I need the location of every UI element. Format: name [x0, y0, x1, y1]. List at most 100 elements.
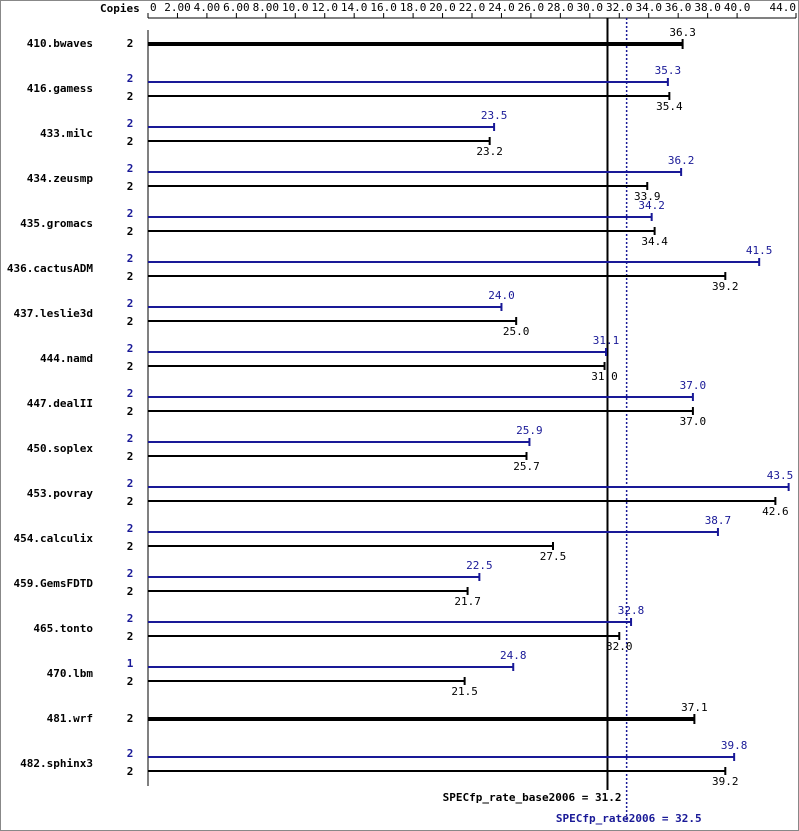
- value-label: 32.8: [618, 604, 645, 617]
- reference-label-text: SPECfp_rate_base2006 =: [443, 791, 595, 804]
- value-label: 25.0: [503, 325, 530, 338]
- x-tick-label: 24.0: [488, 1, 515, 14]
- value-label: 39.2: [712, 280, 739, 293]
- copies: 2: [127, 207, 134, 220]
- copies: 2: [127, 90, 134, 103]
- reference-label: SPECfp_rate_base2006 = 31.2: [443, 791, 622, 804]
- x-tick-label: 0: [150, 1, 157, 14]
- copies: 2: [127, 252, 134, 265]
- benchmark-label: 470.lbm: [47, 667, 94, 680]
- value-label: 35.3: [655, 64, 682, 77]
- value-label: 34.4: [641, 235, 668, 248]
- value-label: 23.2: [476, 145, 503, 158]
- copies: 2: [127, 612, 134, 625]
- copies: 2: [127, 432, 134, 445]
- benchmark-label: 459.GemsFDTD: [14, 577, 94, 590]
- x-tick-label: 20.0: [429, 1, 456, 14]
- x-tick-label: 18.0: [400, 1, 427, 14]
- value-label: 25.9: [516, 424, 543, 437]
- benchmark-label: 447.dealII: [27, 397, 93, 410]
- benchmark-label: 416.gamess: [27, 82, 93, 95]
- copies: 2: [127, 567, 134, 580]
- value-label: 33.9: [634, 190, 661, 203]
- copies: 2: [127, 297, 134, 310]
- copies: 2: [127, 495, 134, 508]
- value-label: 23.5: [481, 109, 508, 122]
- value-label: 37.0: [680, 415, 707, 428]
- copies: 2: [127, 477, 134, 490]
- copies: 2: [127, 675, 134, 688]
- copies: 2: [127, 540, 134, 553]
- x-tick-label: 32.0: [606, 1, 633, 14]
- value-label: 32.0: [606, 640, 633, 653]
- x-tick-label: 34.0: [635, 1, 662, 14]
- copies: 2: [127, 387, 134, 400]
- copies: 2: [127, 342, 134, 355]
- value-label: 35.4: [656, 100, 683, 113]
- copies: 2: [127, 117, 134, 130]
- value-label: 38.7: [705, 514, 732, 527]
- value-label: 37.1: [681, 701, 708, 714]
- copies: 2: [127, 162, 134, 175]
- value-label: 21.7: [454, 595, 481, 608]
- benchmark-label: 481.wrf: [47, 712, 93, 725]
- benchmark-label: 454.calculix: [14, 532, 94, 545]
- x-tick-label: 44.0: [770, 1, 797, 14]
- benchmark-label: 436.cactusADM: [7, 262, 93, 275]
- copies: 2: [127, 180, 134, 193]
- value-label: 39.2: [712, 775, 739, 788]
- copies: 2: [127, 747, 134, 760]
- reference-label-value: 32.5: [675, 812, 702, 825]
- x-tick-label: 14.0: [341, 1, 368, 14]
- benchmark-label: 453.povray: [27, 487, 94, 500]
- value-label: 25.7: [513, 460, 540, 473]
- copies: 2: [127, 315, 134, 328]
- copies: 2: [127, 585, 134, 598]
- benchmark-label: 435.gromacs: [20, 217, 93, 230]
- benchmark-label: 450.soplex: [27, 442, 94, 455]
- value-label: 34.2: [638, 199, 665, 212]
- x-tick-label: 30.0: [577, 1, 604, 14]
- x-tick-label: 28.0: [547, 1, 574, 14]
- benchmark-label: 444.namd: [40, 352, 93, 365]
- value-label: 42.6: [762, 505, 789, 518]
- value-label: 22.5: [466, 559, 493, 572]
- reference-label-text: SPECfp_rate2006 =: [556, 812, 675, 825]
- copies: 2: [127, 522, 134, 535]
- benchmark-label: 433.milc: [40, 127, 93, 140]
- copies: 2: [127, 225, 134, 238]
- x-tick-label: 10.0: [282, 1, 309, 14]
- copies: 2: [127, 37, 134, 50]
- copies: 2: [127, 450, 134, 463]
- x-tick-label: 12.0: [311, 1, 338, 14]
- value-label: 27.5: [540, 550, 567, 563]
- value-label: 37.0: [680, 379, 707, 392]
- value-label: 36.2: [668, 154, 695, 167]
- value-label: 41.5: [746, 244, 773, 257]
- copies: 2: [127, 270, 134, 283]
- value-label: 36.3: [669, 26, 696, 39]
- x-tick-label: 6.00: [223, 1, 250, 14]
- copies: 2: [127, 405, 134, 418]
- x-tick-label: 8.00: [253, 1, 280, 14]
- value-label: 24.0: [488, 289, 515, 302]
- copies: 2: [127, 765, 134, 778]
- x-tick-label: 16.0: [370, 1, 397, 14]
- value-label: 31.0: [591, 370, 618, 383]
- benchmark-label: 437.leslie3d: [14, 307, 93, 320]
- value-label: 43.5: [767, 469, 794, 482]
- reference-label: SPECfp_rate2006 = 32.5: [556, 812, 702, 825]
- benchmark-label: 465.tonto: [33, 622, 93, 635]
- copies: 2: [127, 360, 134, 373]
- value-label: 21.5: [451, 685, 478, 698]
- x-tick-label: 4.00: [194, 1, 221, 14]
- value-label: 24.8: [500, 649, 527, 662]
- x-tick-label: 22.0: [459, 1, 486, 14]
- x-tick-label: 26.0: [518, 1, 545, 14]
- benchmark-label: 434.zeusmp: [27, 172, 94, 185]
- x-tick-label: 38.0: [694, 1, 721, 14]
- copies: 2: [127, 630, 134, 643]
- x-tick-label: 40.0: [724, 1, 751, 14]
